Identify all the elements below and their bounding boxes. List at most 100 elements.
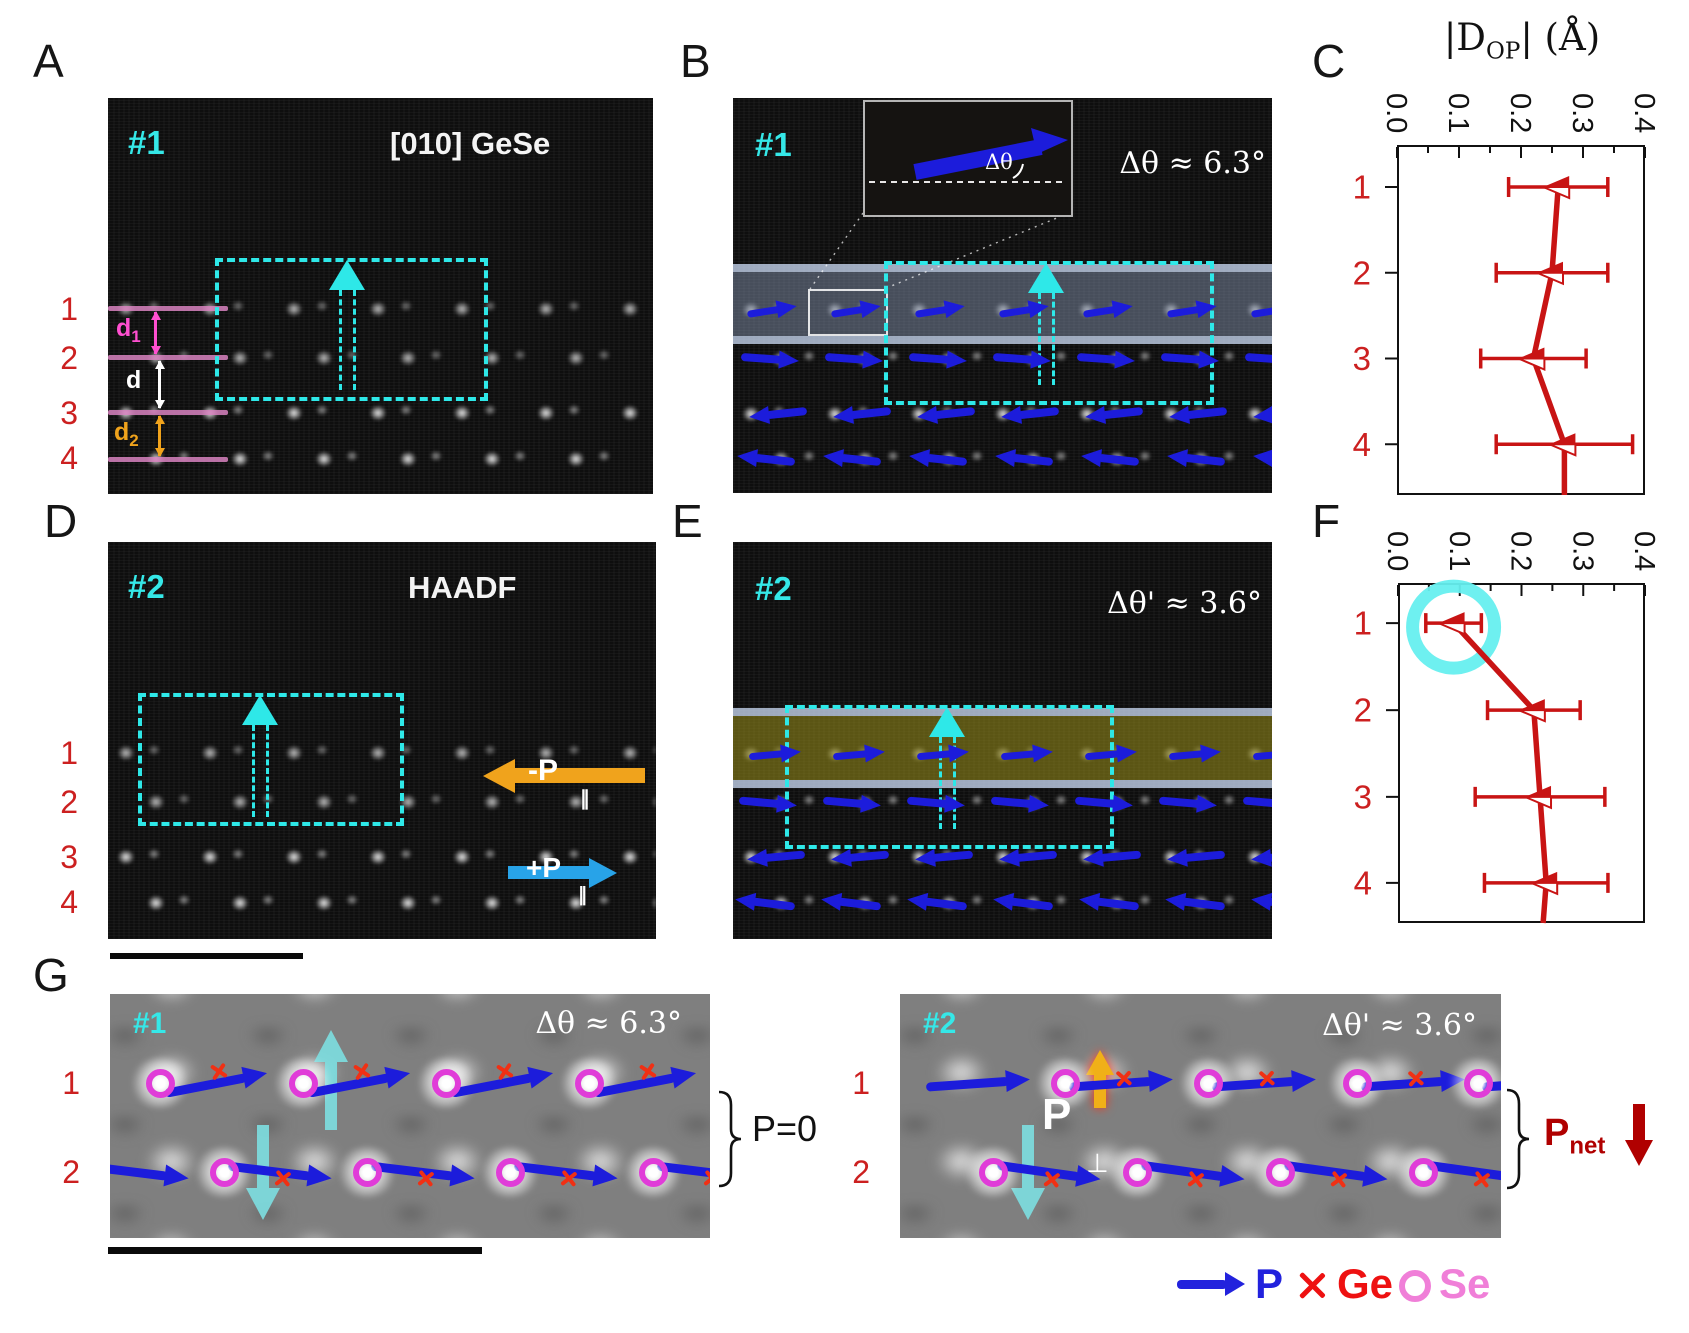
ge-marker-cross [1329, 1170, 1348, 1189]
inset-connector-lines [809, 212, 1070, 290]
row-label-1: 1 [852, 1065, 870, 1101]
panel-g1-zoom-image: #1 Δθ ≈ 6.3° [110, 994, 710, 1238]
sample-tag: #2 [755, 570, 792, 607]
out-of-plane-displacement-arrow [929, 707, 965, 829]
svg-text:4: 4 [1353, 426, 1371, 463]
ge-marker-cross [209, 1061, 229, 1081]
row-label-1: 1 [62, 1065, 80, 1101]
atom-row [108, 881, 656, 925]
row-label-1: 1 [60, 735, 78, 771]
net-polarization-down-arrow [1625, 1104, 1653, 1166]
surface-row-band-border [733, 708, 1272, 716]
panel-b-letter: B [680, 35, 711, 87]
tilt-angle-text: Δθ' ≈ 3.6° [1107, 586, 1262, 621]
polarization-arrow [925, 1068, 1031, 1097]
ge-marker-cross [1042, 1170, 1061, 1189]
row-marker-line [108, 410, 228, 415]
sample-tag: #2 [128, 568, 165, 605]
legend-p-label: P [1255, 1260, 1284, 1307]
arrow-head [1028, 263, 1064, 293]
atom-row [733, 835, 1272, 879]
surface-row-band-yellow [733, 716, 1272, 780]
atom-row [733, 392, 1272, 436]
panel-f-letter: F [1312, 495, 1341, 547]
arrow-dashed-line [938, 737, 956, 829]
ge-marker-cross [1186, 1170, 1205, 1189]
svg-text:0.1: 0.1 [1443, 531, 1475, 571]
chart-c-title: |DOP| (Å) [1443, 16, 1601, 65]
panel-a-stem-image: #1 [010] GeSe d1 d d2 [108, 98, 653, 494]
se-marker-circle [638, 1157, 668, 1187]
se-marker-circle [352, 1157, 382, 1187]
ge-marker-cross [273, 1169, 292, 1188]
se-marker-circle [495, 1157, 525, 1187]
net-zero-polarization-label: P=0 [752, 1108, 818, 1149]
row-label-2: 2 [852, 1154, 870, 1190]
d1-spacing-arrow [150, 311, 161, 355]
se-marker-circle [145, 1068, 175, 1098]
atom-row [108, 780, 656, 824]
se-marker-circle [1122, 1157, 1152, 1187]
atom-row [733, 881, 1272, 925]
svg-text:1: 1 [1354, 605, 1372, 642]
svg-text:2: 2 [1354, 692, 1372, 729]
out-of-plane-displacement-arrow [329, 260, 365, 390]
ge-marker-cross [638, 1061, 658, 1081]
row-label-2: 2 [60, 340, 78, 376]
se-marker-circle [1342, 1068, 1372, 1098]
net-polarization-label: Pnet [1544, 1112, 1606, 1160]
negative-polarization-subscript: ∥ [580, 788, 590, 810]
ge-marker-cross [352, 1061, 372, 1081]
svg-text:0.2: 0.2 [1505, 531, 1537, 571]
chart-plot-F: 0.0 0.1 0.2 0.3 0.4 1 2 3 4 [1354, 531, 1660, 924]
arrow-head [929, 707, 965, 737]
panel-g-letter: G [33, 949, 69, 1001]
ge-marker-cross [1472, 1170, 1491, 1189]
grouping-brace [718, 1090, 742, 1188]
positive-polarization-arrow [508, 857, 617, 888]
row-label-2: 2 [62, 1154, 80, 1190]
chart-plot-C: 0.0 0.1 0.2 0.3 0.4 1 2 3 4 [1353, 93, 1660, 495]
positive-polarization-subscript: ∥ [578, 885, 588, 906]
angle-zoom-inset: Δθ [863, 100, 1073, 217]
se-marker-circle [1408, 1157, 1438, 1187]
negative-polarization-arrow [483, 758, 645, 793]
legend-se-label: Se [1439, 1260, 1491, 1307]
d1-spacing-label: d1 [116, 314, 141, 346]
row-label-4: 4 [60, 440, 78, 476]
grouping-brace [1506, 1088, 1530, 1190]
sample-tag: #1 [133, 1007, 167, 1040]
svg-text:3: 3 [1353, 340, 1371, 377]
arrow-dashed-line [1037, 293, 1055, 385]
se-marker-circle [288, 1068, 318, 1098]
atom-row [108, 731, 656, 775]
legend-ge-label: Ge [1337, 1260, 1394, 1307]
ge-marker-cross [1257, 1069, 1275, 1087]
d2-spacing-arrow [154, 415, 165, 457]
svg-text:3: 3 [1354, 778, 1372, 815]
se-marker-circle [978, 1157, 1008, 1187]
row-label-2: 2 [60, 784, 78, 820]
ge-marker-cross [559, 1169, 578, 1188]
svg-text:4: 4 [1354, 864, 1372, 901]
atom-row [733, 437, 1272, 481]
panel-c-letter: C [1312, 35, 1346, 87]
negative-polarization-label: -P [528, 754, 558, 787]
tilt-angle-text: Δθ' ≈ 3.6° [1322, 1008, 1477, 1043]
se-marker-circle [1050, 1068, 1080, 1098]
se-marker-circle [431, 1068, 461, 1098]
svg-text:0.3: 0.3 [1566, 93, 1598, 133]
ge-marker-cross [416, 1169, 435, 1188]
scale-bar [108, 1247, 482, 1254]
row-marker-line [108, 306, 228, 311]
perpendicular-symbol: ⊥ [1086, 1148, 1109, 1178]
legend: P Ge Se [1177, 1260, 1517, 1312]
panel-e-stem-image: #2 Δθ' ≈ 3.6° [733, 542, 1272, 939]
out-of-plane-displacement-arrow [1028, 263, 1064, 385]
row-label-4: 4 [60, 884, 78, 920]
inset-angle-label: Δθ [985, 150, 1013, 174]
chart-f-displacement-plot: 0.0 0.1 0.2 0.3 0.4 1 2 3 4 [1354, 531, 1660, 924]
d2-spacing-label: d2 [114, 418, 139, 450]
row-label-3: 3 [60, 839, 78, 875]
